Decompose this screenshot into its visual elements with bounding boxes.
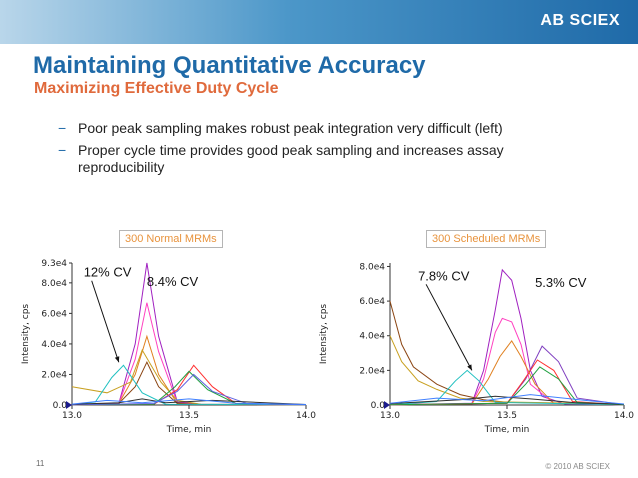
y-tick-label: 6.0e4 [359,297,385,307]
annotation-arrow-line [91,280,120,363]
header-bar: AB SCIEX [0,0,638,44]
x-tick-label: 14.0 [296,411,316,421]
cv-annotation: 7.8% CV [418,268,470,283]
slide-title: Maintaining Quantitative Accuracy [33,52,426,79]
scheduled-mrm-chart: 0.0 2.0e4 4.0e4 6.0e4 8.0e4 13.0 13.5 14.0 Time,… [319,262,634,435]
cv-annotation: 5.3% CV [535,275,587,290]
y-tick-label: 4.0e4 [359,332,385,342]
baseline-marker-icon [384,401,390,409]
x-tick-label: 13.5 [179,411,199,421]
arrowhead-icon [467,364,472,371]
x-tick-label: 13.5 [497,411,517,421]
y-tick-label: 0.0 [371,401,386,411]
slide-subtitle: Maximizing Effective Duty Cycle [34,80,279,97]
y-axis-label: Intensity, cps [21,304,31,365]
y-tick-label: 6.0e4 [41,309,67,319]
series-line [71,398,307,405]
scheduled-mrm-label: 300 Scheduled MRMs [426,230,547,248]
y-tick-label: 8.0e4 [41,279,67,289]
x-axis-label: Time, min [484,425,530,435]
bullet-item: − Poor peak sampling makes robust peak i… [58,120,542,137]
series-line [71,361,307,406]
y-tick-label: 2.0e4 [41,370,67,380]
series-line [389,340,625,406]
dash-icon: − [58,142,67,158]
x-tick-label: 13.0 [62,411,82,421]
y-tick-label: 8.0e4 [359,262,385,272]
y-tick-label: 0.0 [53,401,68,411]
dash-icon: − [58,120,67,136]
series-line [71,334,307,406]
annotation-arrow-line [425,284,473,371]
x-axis-label: Time, min [166,425,212,435]
series-line [71,370,307,406]
bullet-item: − Proper cycle time provides good peak s… [58,142,542,176]
y-tick-label: 2.0e4 [359,366,385,376]
y-axis-label: Intensity, cps [319,304,329,365]
series-line [389,394,625,405]
series-line [71,302,307,406]
x-tick-label: 13.0 [380,411,400,421]
bullet-text: Poor peak sampling makes robust peak int… [78,120,503,136]
copyright-text: © 2010 AB SCIEX [545,462,610,471]
page-number: 11 [36,459,45,468]
y-tick-label: 9.3e4 [41,259,67,269]
bullet-text: Proper cycle time provides good peak sam… [78,142,504,175]
series-line [389,317,625,406]
bullet-list: − Poor peak sampling makes robust peak i… [58,120,542,181]
baseline-marker-icon [66,401,72,409]
series-line [71,348,307,406]
normal-mrm-chart: 0.0 2.0e4 4.0e4 6.0e4 8.0e4 9.3e4 13.0 13.5 14.0… [21,259,316,435]
ab-sciex-logo: AB SCIEX [540,12,620,29]
series-line [389,335,625,405]
cv-annotation: 8.4% CV [147,274,199,289]
series-line [389,300,625,405]
cv-annotation: 12% CV [84,265,132,280]
arrowhead-icon [114,356,120,363]
x-tick-label: 14.0 [614,411,634,421]
normal-mrm-label: 300 Normal MRMs [119,230,223,248]
y-tick-label: 4.0e4 [41,340,67,350]
series-line [389,395,625,405]
series-line [71,398,307,405]
